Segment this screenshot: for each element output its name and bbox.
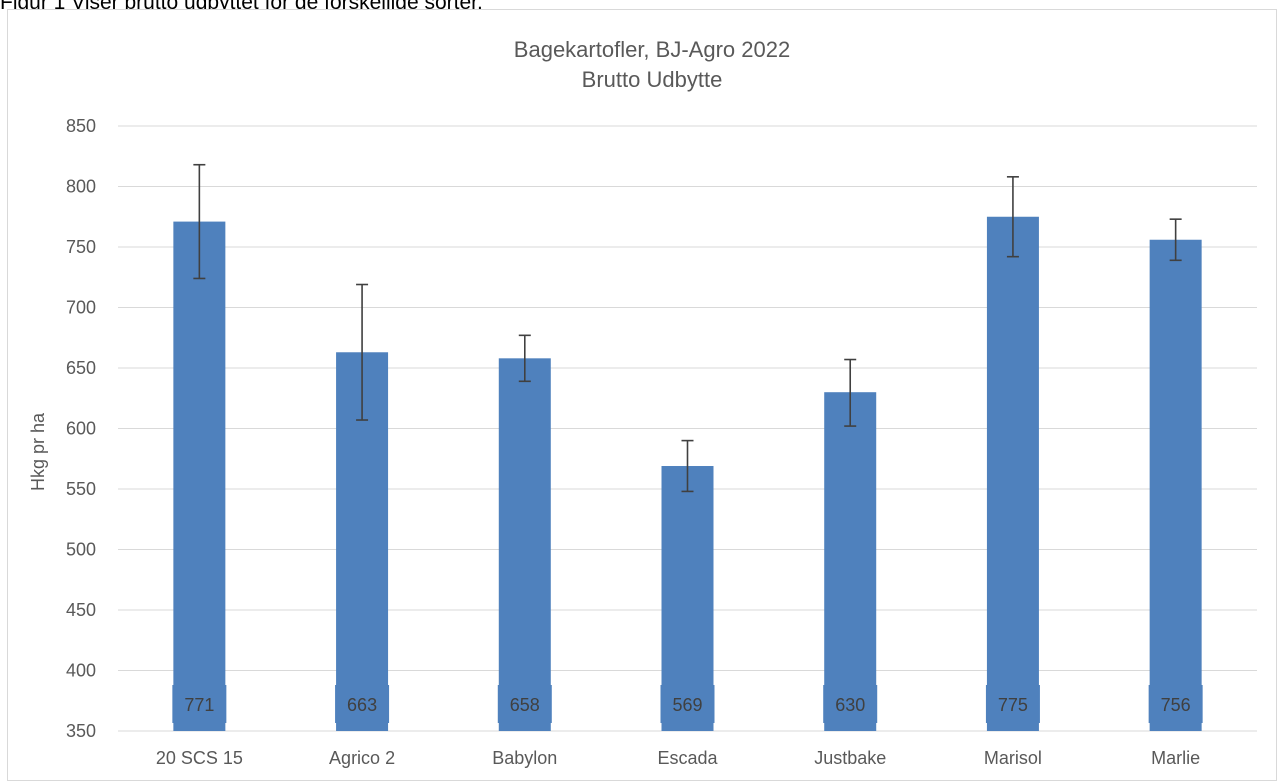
y-tick-label: 350 bbox=[66, 721, 96, 741]
x-axis-ticks: 20 SCS 15 Agrico 2 Babylon Escada Justbake Ma… bbox=[156, 748, 1200, 768]
data-label: 569 bbox=[672, 695, 702, 715]
data-label-background bbox=[823, 685, 878, 723]
error-bar bbox=[193, 163, 206, 280]
data-label-background bbox=[985, 685, 1040, 723]
y-tick-label: 700 bbox=[66, 298, 96, 318]
data-label-background bbox=[172, 685, 227, 723]
x-tick-label: Marisol bbox=[984, 748, 1042, 768]
bar bbox=[498, 358, 551, 731]
data-label-background bbox=[1148, 685, 1203, 723]
x-tick-label: Marlie bbox=[1151, 748, 1200, 768]
error-bar bbox=[1169, 218, 1182, 262]
data-label: 756 bbox=[1161, 695, 1191, 715]
data-label: 663 bbox=[347, 695, 377, 715]
y-tick-label: 650 bbox=[66, 358, 96, 378]
y-tick-label: 850 bbox=[66, 116, 96, 136]
gridlines bbox=[118, 125, 1257, 732]
error-bars bbox=[193, 163, 1182, 493]
bar bbox=[173, 221, 226, 731]
y-tick-label: 600 bbox=[66, 419, 96, 439]
y-axis-label: Hkg pr ha bbox=[28, 412, 48, 491]
bar bbox=[986, 216, 1039, 731]
error-bar bbox=[1006, 176, 1019, 258]
y-axis-ticks: 350 400 450 500 550 600 650 700 750 800 850 bbox=[66, 116, 96, 741]
chart-subtitle: Brutto Udbytte bbox=[582, 67, 723, 92]
chart-title: Bagekartofler, BJ-Agro 2022 bbox=[514, 37, 790, 62]
bar bbox=[824, 392, 877, 731]
data-label-background bbox=[660, 685, 715, 723]
x-tick-label: Justbake bbox=[814, 748, 886, 768]
bar bbox=[1149, 239, 1202, 732]
error-bar bbox=[356, 283, 369, 421]
error-bar bbox=[681, 439, 694, 493]
y-tick-label: 450 bbox=[66, 600, 96, 620]
data-label-background bbox=[497, 685, 552, 723]
x-tick-label: Babylon bbox=[492, 748, 557, 768]
y-tick-label: 750 bbox=[66, 237, 96, 257]
data-label: 771 bbox=[184, 695, 214, 715]
data-label-background bbox=[335, 685, 390, 723]
data-label: 775 bbox=[998, 695, 1028, 715]
y-tick-label: 400 bbox=[66, 661, 96, 681]
y-tick-label: 500 bbox=[66, 540, 96, 560]
y-tick-label: 550 bbox=[66, 479, 96, 499]
error-bar bbox=[844, 358, 857, 427]
data-labels: 771 663 658 569 630 775 756 bbox=[172, 685, 1203, 723]
data-label: 630 bbox=[835, 695, 865, 715]
data-label: 658 bbox=[510, 695, 540, 715]
x-tick-label: Escada bbox=[657, 748, 718, 768]
x-tick-label: Agrico 2 bbox=[329, 748, 395, 768]
x-tick-label: 20 SCS 15 bbox=[156, 748, 243, 768]
error-bar bbox=[518, 334, 531, 383]
y-tick-label: 800 bbox=[66, 177, 96, 197]
